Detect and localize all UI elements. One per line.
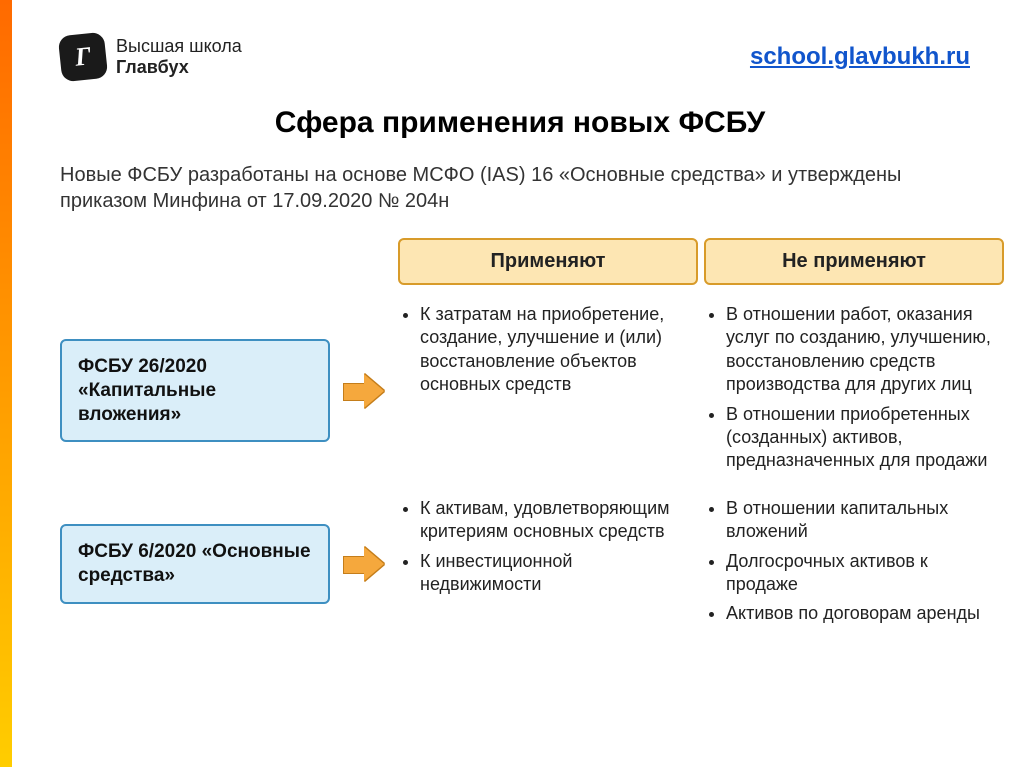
header-apply: Применяют xyxy=(398,238,698,285)
arrow-2 xyxy=(336,547,392,581)
list-item: К инвестиционной недвижимости xyxy=(420,550,698,597)
slide-content: Г Высшая школа Главбух school.glavbukh.r… xyxy=(30,0,1010,767)
logo-line2: Главбух xyxy=(116,57,242,78)
apply-list-2: К активам, удовлетворяющим критериям осн… xyxy=(398,497,698,603)
list-item: В отношении капитальных вложений xyxy=(726,497,1004,544)
header-not-apply: Не применяют xyxy=(704,238,1004,285)
list-item: Долгосрочных активов к продаже xyxy=(726,550,1004,597)
comparison-grid: Применяют Не применяют ФСБУ 26/2020 «Кап… xyxy=(30,238,1010,632)
list-item: К затратам на приобретение, создание, ул… xyxy=(420,303,698,397)
left-box-fsbu6: ФСБУ 6/2020 «Основные средства» xyxy=(60,524,330,604)
left-box-fsbu26: ФСБУ 26/2020 «Капитальные вложения» xyxy=(60,339,330,442)
list-item: В отношении работ, оказания услуг по соз… xyxy=(726,303,1004,397)
notapply-list-2: В отношении капитальных вложений Долгоср… xyxy=(704,497,1004,632)
intro-text: Новые ФСБУ разработаны на основе МСФО (I… xyxy=(60,162,970,214)
apply-list-1: К затратам на приобретение, создание, ул… xyxy=(398,303,698,403)
header-row: Г Высшая школа Главбух school.glavbukh.r… xyxy=(30,0,1010,80)
slide-title: Сфера применения новых ФСБУ xyxy=(30,106,1010,140)
list-item: Активов по договорам аренды xyxy=(726,602,1004,625)
site-url-link[interactable]: school.glavbukh.ru xyxy=(750,43,970,71)
notapply-list-1: В отношении работ, оказания услуг по соз… xyxy=(704,303,1004,479)
slide-accent-bar xyxy=(0,0,12,767)
list-item: К активам, удовлетворяющим критериям осн… xyxy=(420,497,698,544)
logo-icon: Г xyxy=(58,32,109,83)
logo-text: Высшая школа Главбух xyxy=(116,36,242,77)
logo-line1: Высшая школа xyxy=(116,36,242,57)
logo: Г Высшая школа Главбух xyxy=(60,34,242,80)
arrow-icon xyxy=(343,374,385,408)
arrow-icon xyxy=(343,547,385,581)
list-item: В отношении приобретенных (созданных) ак… xyxy=(726,403,1004,473)
arrow-1 xyxy=(336,374,392,408)
